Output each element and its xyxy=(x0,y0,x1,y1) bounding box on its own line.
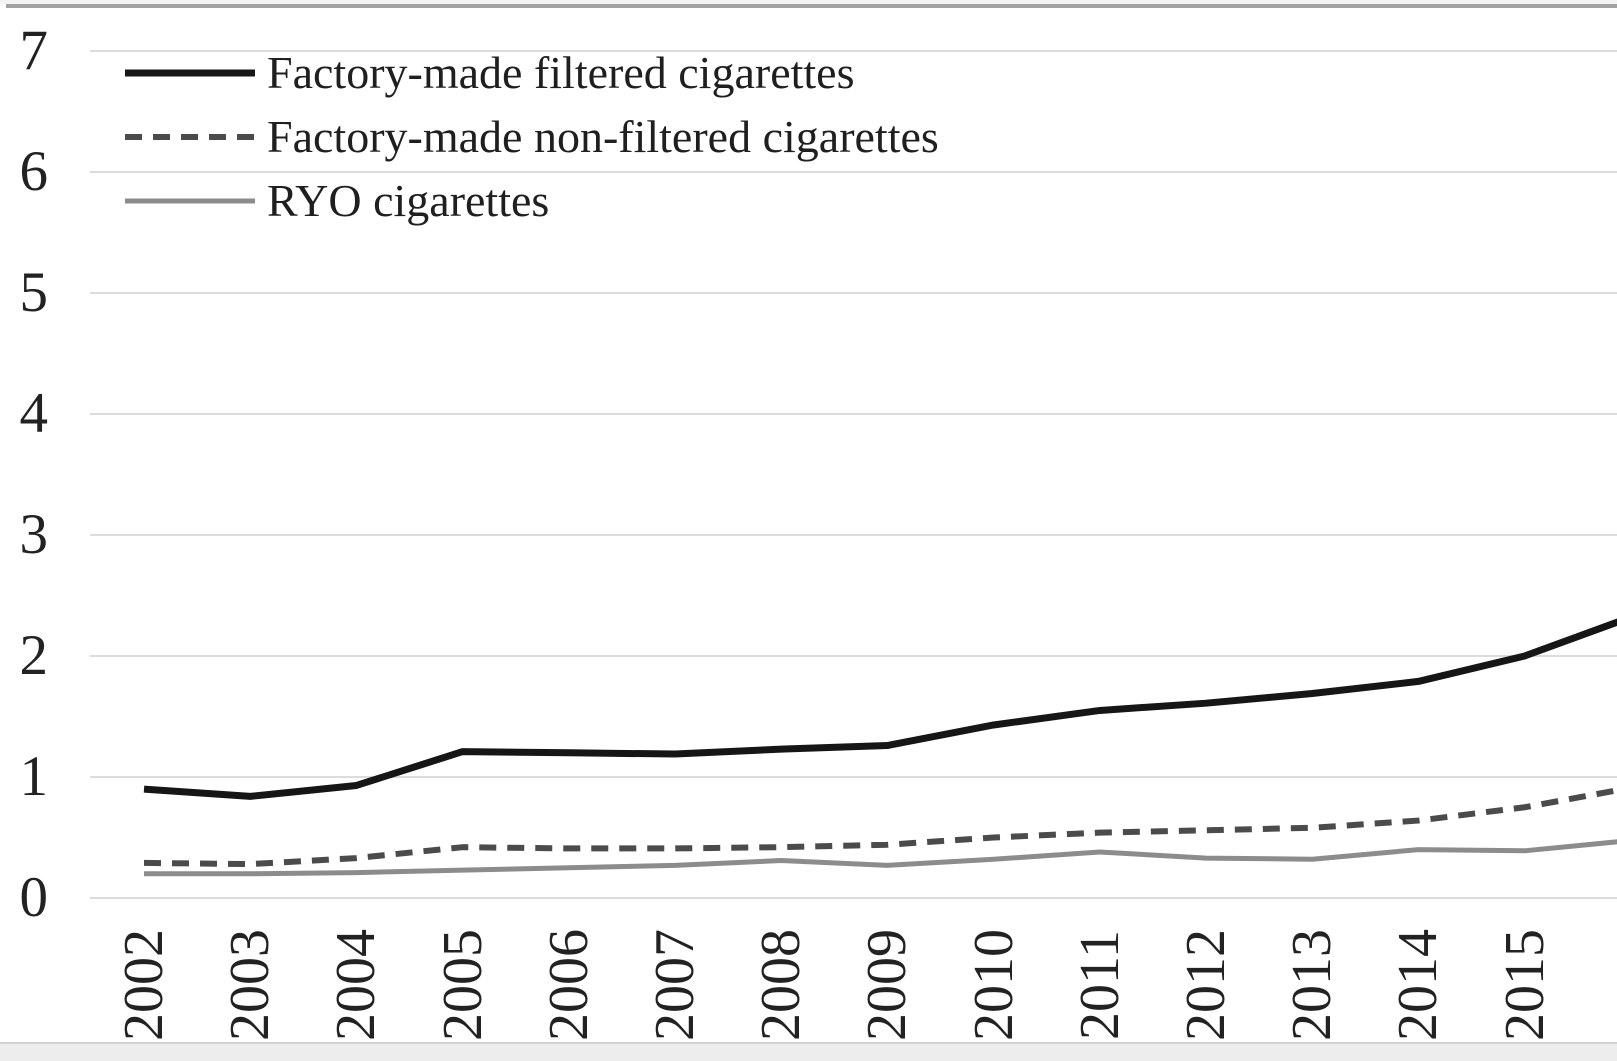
x-axis-tick-label: 2015 xyxy=(1493,929,1556,1041)
y-axis-tick-label: 0 xyxy=(19,866,49,929)
x-axis-tick-label: 2012 xyxy=(1175,929,1237,1041)
legend-item-ryo: RYO cigarettes xyxy=(125,169,939,233)
solid-gray-line-icon xyxy=(125,198,255,204)
x-axis-tick-label: 2006 xyxy=(537,929,600,1041)
y-axis-tick-label: 7 xyxy=(19,19,49,82)
y-axis-tick-label: 1 xyxy=(19,745,49,808)
dashed-line-icon xyxy=(125,134,255,140)
series-line-ryo-cigarettes xyxy=(144,839,1617,877)
top-border-line xyxy=(6,4,1617,8)
legend-label-ryo: RYO cigarettes xyxy=(267,175,550,226)
x-axis-tick-label: 2009 xyxy=(856,929,919,1041)
series-line-factory-made-filtered-cigarettes xyxy=(143,618,1617,800)
y-axis-tick-label: 4 xyxy=(19,382,49,445)
y-axis-tick-label: 6 xyxy=(19,140,49,203)
legend: Factory-made filtered cigarettes Factory… xyxy=(125,41,939,233)
legend-item-non-filtered: Factory-made non-filtered cigarettes xyxy=(125,105,939,169)
x-axis-tick-label: 2011 xyxy=(1068,930,1131,1040)
x-axis-tick-label: 2004 xyxy=(325,929,388,1041)
x-axis-tick-label: 2005 xyxy=(431,929,494,1041)
x-axis-tick-label: 2010 xyxy=(962,929,1025,1041)
x-axis-tick-label: 2003 xyxy=(219,929,282,1041)
page-edge-bottom xyxy=(0,1042,1617,1061)
x-axis-tick-label: 2014 xyxy=(1387,929,1450,1041)
y-axis-tick-label: 5 xyxy=(19,261,49,324)
legend-label-non-filtered: Factory-made non-filtered cigarettes xyxy=(267,111,939,162)
legend-item-filtered: Factory-made filtered cigarettes xyxy=(125,41,939,105)
x-axis-tick-label: 2007 xyxy=(644,929,706,1041)
legend-label-filtered: Factory-made filtered cigarettes xyxy=(267,47,855,98)
x-axis-tick-label: 2002 xyxy=(113,929,175,1041)
y-axis-tick-label: 3 xyxy=(19,503,49,566)
x-axis-tick-label: 2008 xyxy=(750,929,813,1041)
page-edge-top xyxy=(0,0,1617,4)
series-line-factory-made-non-filtered-cigarettes xyxy=(143,787,1617,868)
solid-black-line-icon xyxy=(125,69,255,77)
y-axis-tick-label: 2 xyxy=(19,624,49,687)
x-axis-tick-label: 2013 xyxy=(1281,929,1344,1041)
